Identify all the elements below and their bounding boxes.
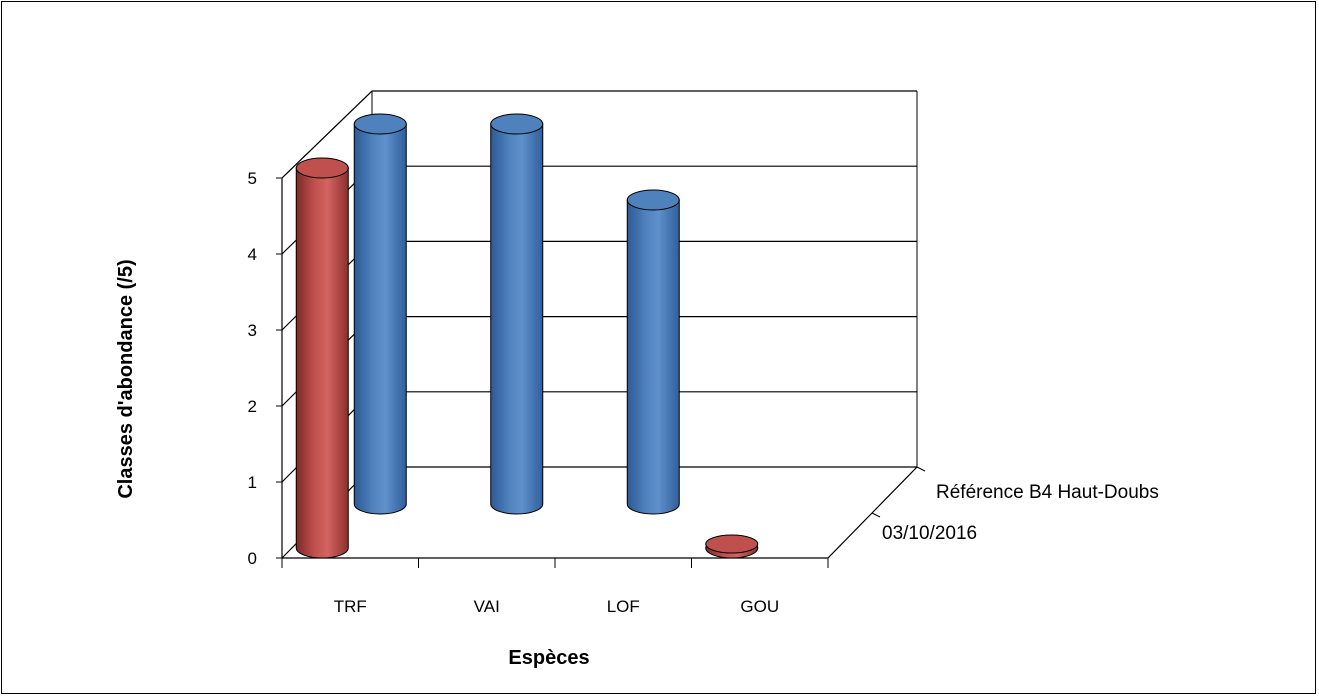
category-label: TRF bbox=[334, 597, 367, 616]
category-label: LOF bbox=[607, 597, 640, 616]
y-tick-label: 2 bbox=[248, 397, 257, 416]
x-axis-title: Espèces bbox=[508, 647, 589, 669]
bar-date-gou bbox=[705, 534, 759, 559]
depth-tick-mark bbox=[871, 512, 881, 518]
bar-date-trf bbox=[295, 157, 349, 559]
depth-axis-line bbox=[827, 466, 918, 559]
series-label-date: 03/10/2016 bbox=[882, 523, 977, 544]
bar-ref-trf bbox=[353, 113, 407, 515]
category-label: VAI bbox=[474, 597, 500, 616]
series-label-ref: Référence B4 Haut-Doubs bbox=[936, 482, 1159, 503]
category-label: GOU bbox=[740, 597, 779, 616]
y-tick-labels: 0 1 2 3 4 5 bbox=[248, 169, 257, 568]
y-tick-label: 0 bbox=[248, 549, 257, 568]
bar-ref-lof bbox=[626, 189, 680, 515]
depth-tick-mark bbox=[916, 466, 926, 472]
y-tick-label: 4 bbox=[248, 245, 257, 264]
y-tick-label: 3 bbox=[248, 321, 257, 340]
bar-ref-vai bbox=[490, 113, 544, 515]
y-tick-label: 5 bbox=[248, 169, 257, 188]
category-labels: TRF VAI LOF GOU bbox=[334, 597, 779, 616]
y-tick-label: 1 bbox=[248, 473, 257, 492]
y-axis-title: Classes d'abondance (/5) bbox=[115, 259, 137, 498]
gridline-side bbox=[281, 90, 373, 179]
bars bbox=[295, 113, 759, 559]
series-depth-labels: Référence B4 Haut-Doubs 03/10/2016 bbox=[882, 482, 1159, 544]
